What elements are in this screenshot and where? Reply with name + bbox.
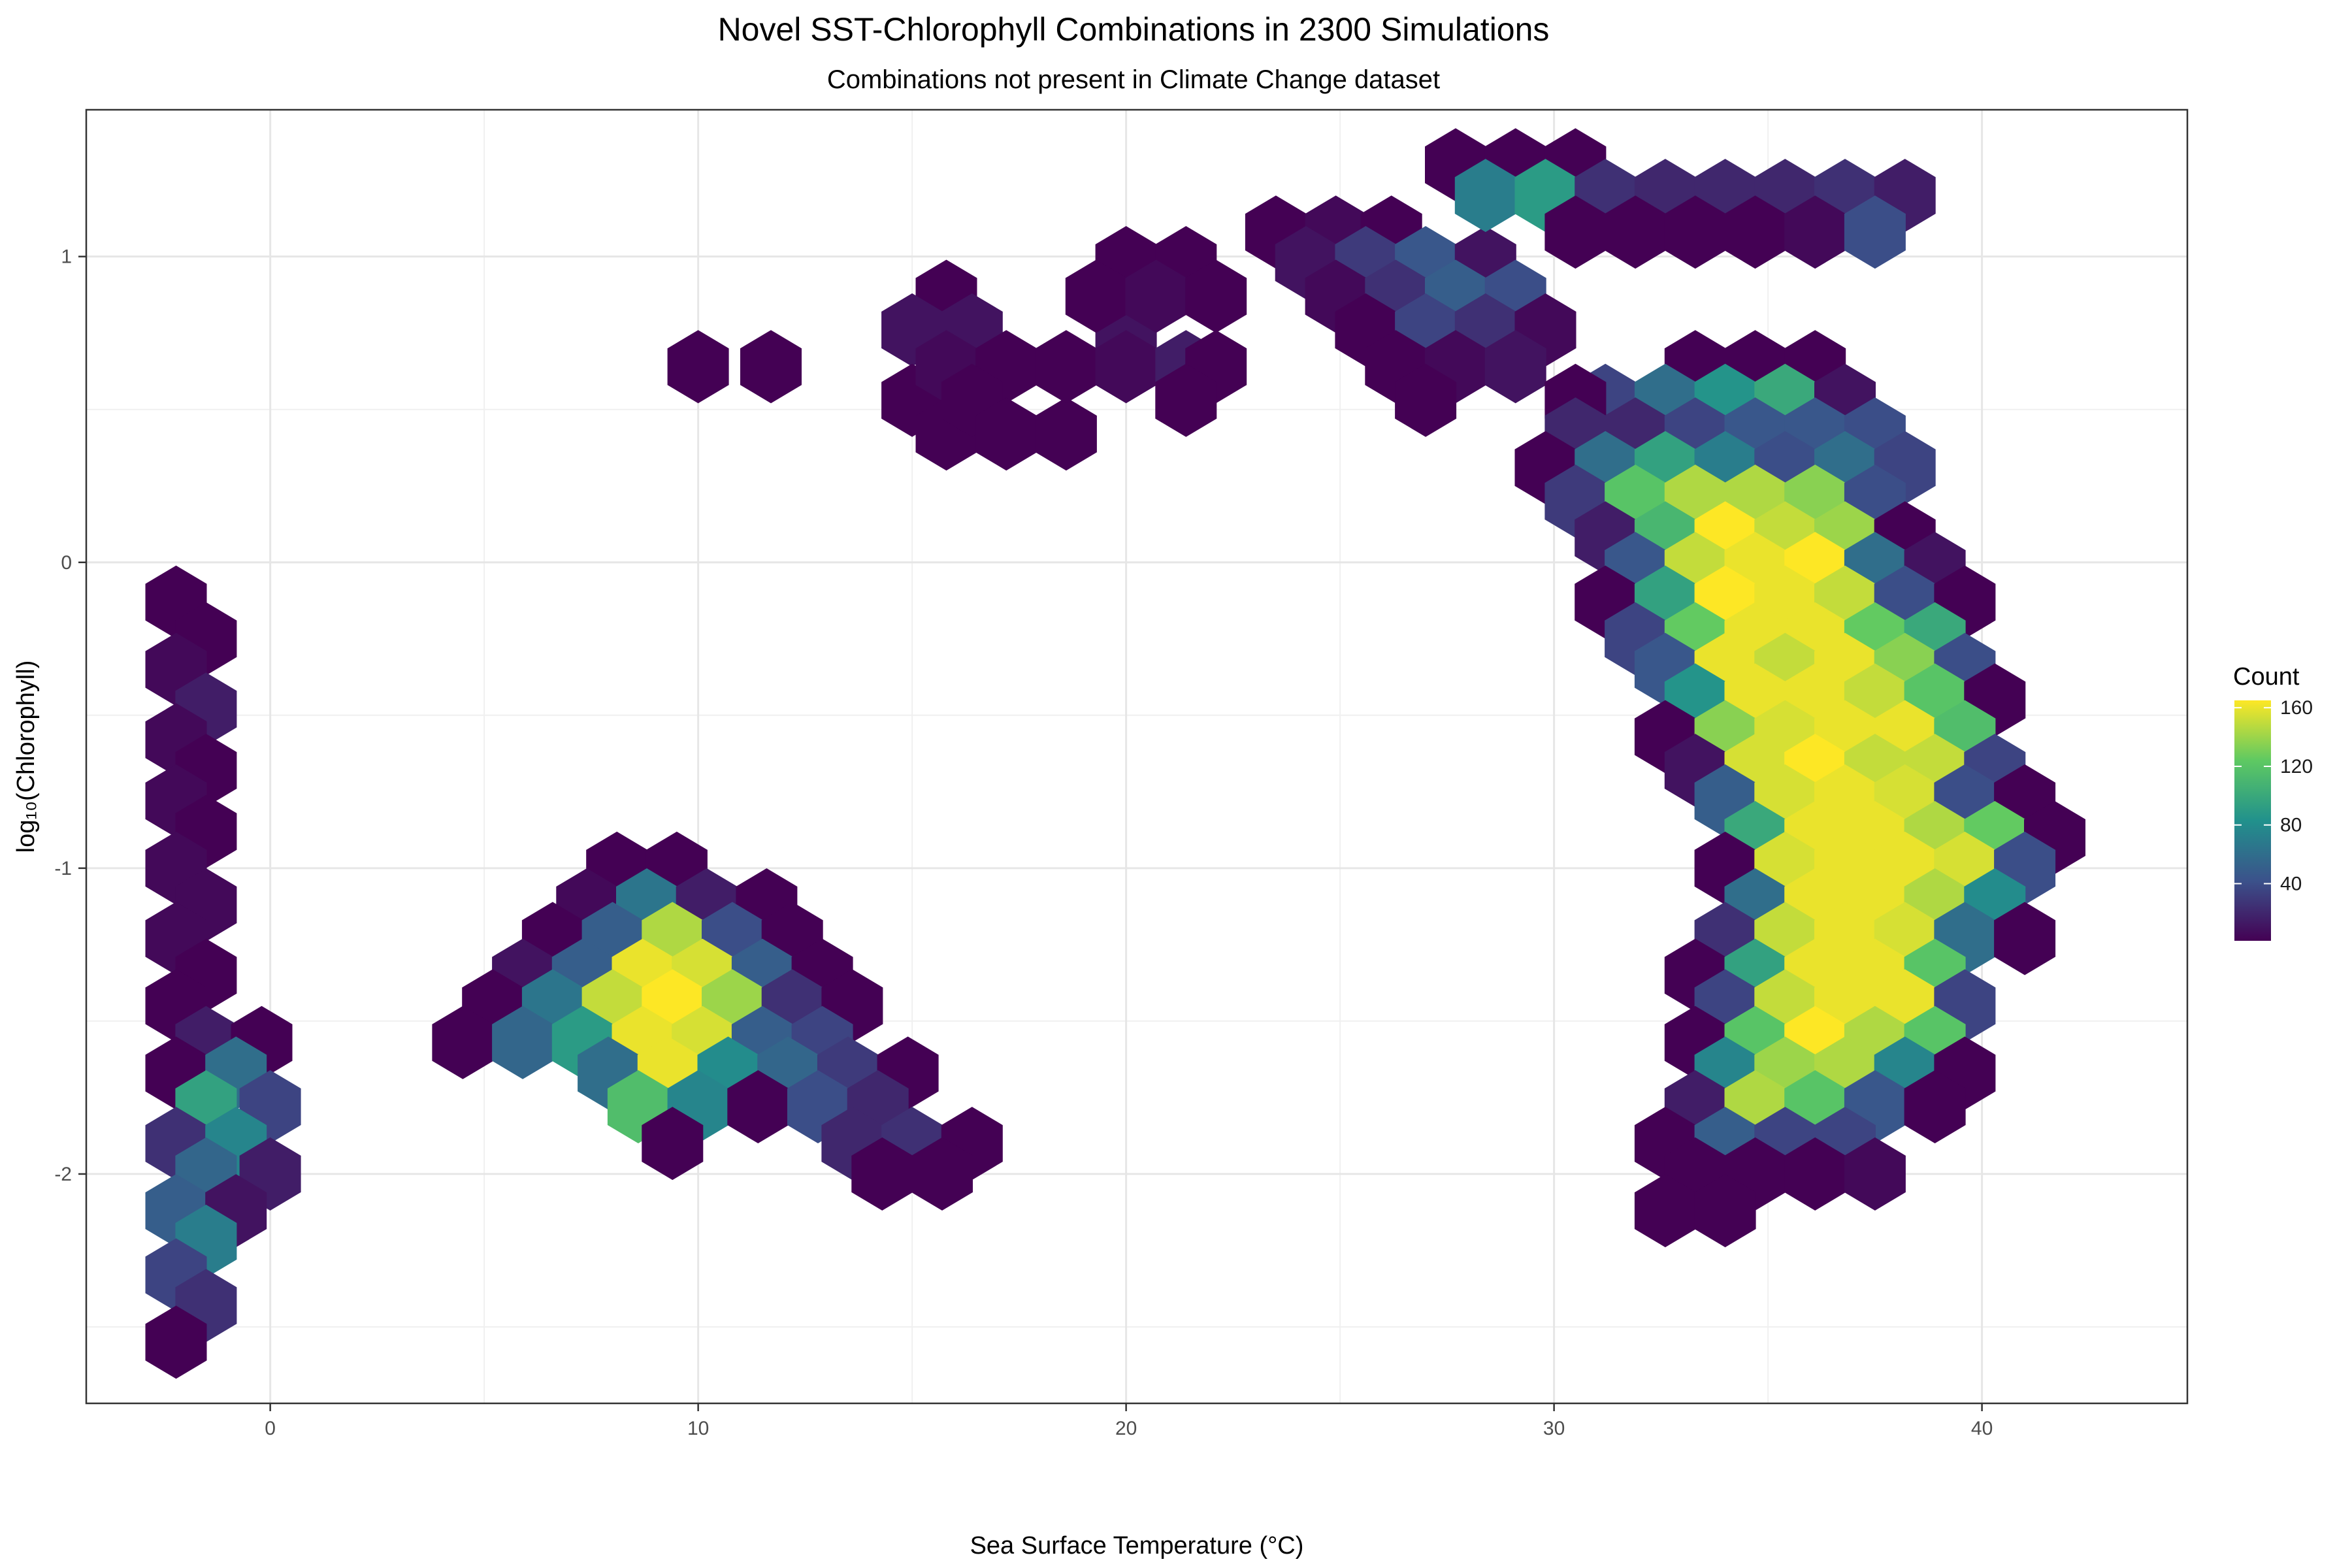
legend-title: Count (2233, 663, 2300, 691)
hexbin-cell (1035, 330, 1097, 404)
chart-subtitle: Combinations not present in Climate Chan… (827, 65, 1440, 94)
hexbin-cell (1844, 1137, 1906, 1211)
hexbin-cell (1784, 195, 1846, 269)
x-tick-label: 30 (1543, 1418, 1565, 1439)
hexbin-cell (432, 1005, 494, 1079)
x-axis-title: Sea Surface Temperature (°C) (970, 1532, 1304, 1560)
hexbin-cell (851, 1137, 913, 1211)
hexbin-cell (740, 330, 802, 404)
hexbin-cells (145, 128, 2085, 1379)
hexbin-cell (667, 330, 729, 404)
chart-title: Novel SST-Chlorophyll Combinations in 23… (718, 11, 1550, 48)
hexbin-cell (1065, 259, 1127, 333)
y-tick-label: 1 (61, 246, 72, 268)
plot-border (85, 108, 2189, 1405)
hexbin-cell (1185, 259, 1247, 333)
hexbin-cell (1724, 195, 1786, 269)
hexbin-cell (975, 397, 1037, 471)
hexbin-cell (1784, 1137, 1846, 1211)
hexbin-cell (1634, 1174, 1696, 1248)
hexbin-cell (1395, 363, 1457, 437)
hexbin-cell (1095, 330, 1157, 404)
hexbin-cell (911, 1137, 973, 1211)
hexbin-cell (727, 1070, 789, 1143)
x-axis: 0 10 20 30 40 (265, 1403, 1993, 1439)
hexbin-cell (492, 1005, 554, 1079)
hexbin-cell (1844, 195, 1906, 269)
y-axis: -2 -1 0 1 (54, 246, 86, 1185)
x-tick-label: 20 (1115, 1418, 1137, 1439)
hexbin-cell (642, 1107, 704, 1181)
hexbin-cell (1035, 397, 1097, 471)
legend-tick-label: 40 (2280, 873, 2302, 894)
hexbin-cell (1155, 363, 1217, 437)
hexbin-cell (1994, 902, 2056, 975)
hexbin-cell (1454, 159, 1516, 233)
hexbin-cell (1125, 259, 1187, 333)
y-tick-label: -1 (54, 858, 72, 879)
legend-tick-label: 80 (2280, 815, 2302, 836)
hexbin-cell (1484, 330, 1546, 404)
hexbin-cell (1544, 195, 1607, 269)
hexbin-cell (1664, 195, 1726, 269)
y-tick-label: 0 (61, 552, 72, 574)
hexbin-cell (1605, 195, 1667, 269)
hexbin-cell (1904, 1070, 1966, 1143)
legend-tick-label: 160 (2280, 697, 2313, 719)
legend-ticks: 40 80 120 160 (2234, 697, 2313, 894)
hexbin-cell (1694, 1174, 1756, 1248)
hexbin-cell (145, 1305, 207, 1379)
x-tick-label: 10 (687, 1418, 709, 1439)
y-axis-title: log₁₀(Chlorophyll) (12, 661, 40, 853)
x-tick-label: 40 (1971, 1418, 1993, 1439)
x-tick-label: 0 (265, 1418, 276, 1439)
legend: Count 40 80 120 160 (2233, 663, 2313, 941)
legend-tick-label: 120 (2280, 756, 2313, 777)
legend-colorbar (2234, 700, 2271, 941)
y-tick-label: -2 (54, 1164, 72, 1185)
